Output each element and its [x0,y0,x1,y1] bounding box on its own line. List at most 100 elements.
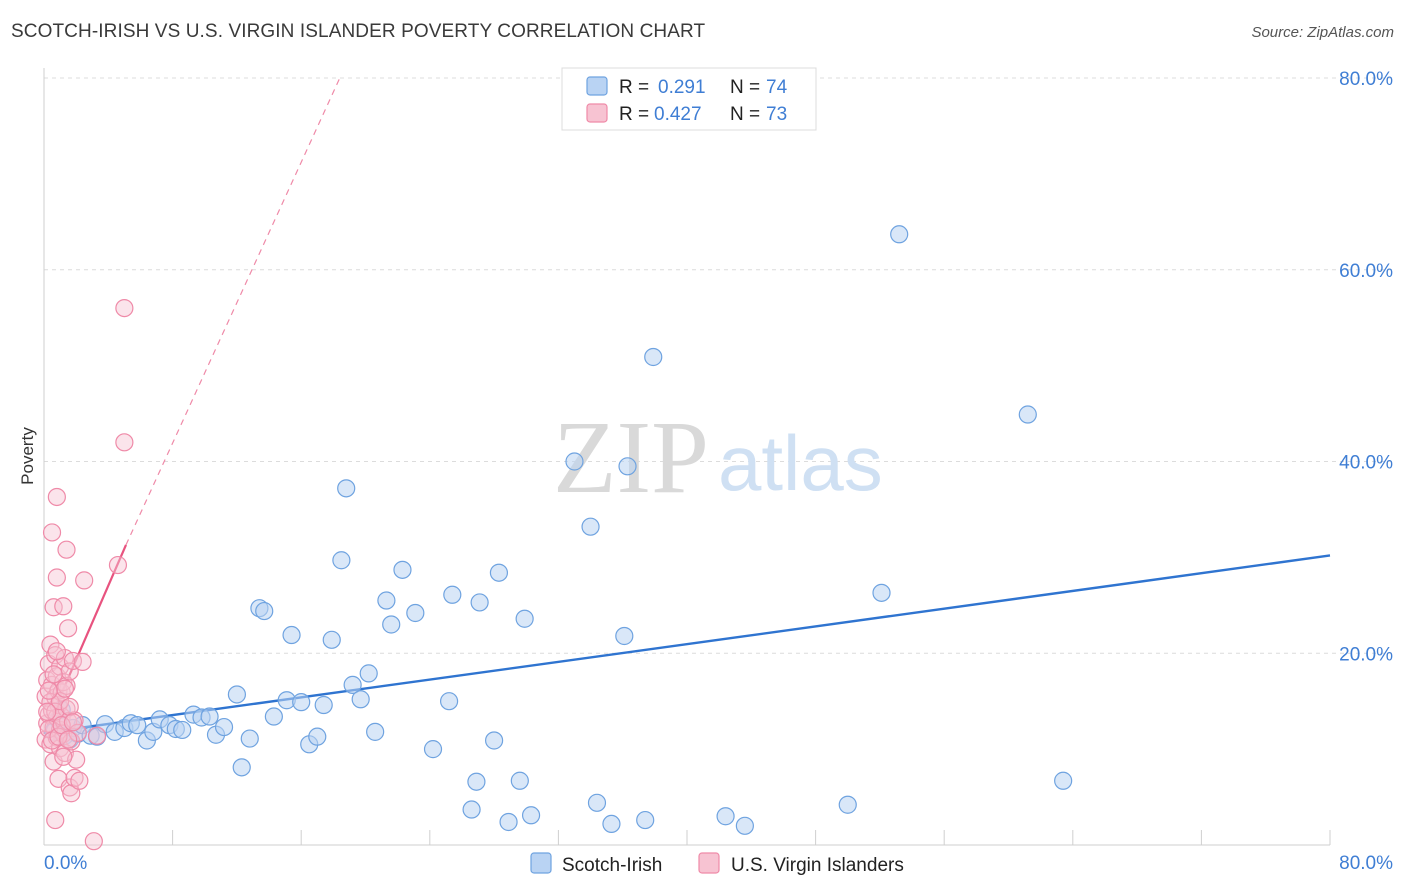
legend-n-value-pink: 73 [766,104,787,125]
y-tick-label: 20.0% [1339,644,1393,665]
scatter-point-scotch-irish [337,479,356,498]
y-tick-label: 40.0% [1339,453,1393,474]
scatter-point-scotch-irish [308,727,327,746]
scatter-point-scotch-irish [581,517,600,536]
bottom-legend-swatch-blue [530,852,552,874]
scatter-point-virgin-islanders [57,540,76,559]
scatter-point-virgin-islanders [68,723,87,742]
scatter-point-scotch-irish [615,626,634,646]
scatter-point-scotch-irish [227,685,246,704]
bottom-legend-label-virgin-islanders: U.S. Virgin Islanders [731,855,904,876]
scatter-point-scotch-irish [423,740,443,759]
scatter-point-virgin-islanders [115,299,134,318]
legend-n-value-blue: 74 [766,77,788,98]
legend-r-value-blue: 0.291 [658,77,706,98]
scatter-point-virgin-islanders [47,487,66,507]
scatter-point-virgin-islanders [70,771,89,790]
scatter-point-scotch-irish [439,692,459,711]
scatter-point-scotch-irish [470,593,489,612]
scatter-point-scotch-irish [332,551,351,570]
series-scotch-irish [44,225,1073,835]
scatter-point-virgin-islanders [39,681,58,700]
scatter-point-scotch-irish [1018,405,1037,424]
scatter-point-scotch-irish [314,695,333,715]
bottom-legend-swatch-pink [698,852,720,874]
scatter-point-scotch-irish [240,729,259,748]
y-tick-labels: 20.0% 40.0% 60.0% 80.0% [1339,69,1393,665]
scatter-point-scotch-irish [462,800,481,819]
scatter-point-scotch-irish [872,583,891,602]
scatter-point-scotch-irish [282,625,301,645]
scatter-point-virgin-islanders [44,598,63,617]
scatter-point-scotch-irish [128,716,147,735]
scatter-point-scotch-irish [499,812,518,832]
scatter-point-scotch-irish [644,347,663,367]
scatter-point-scotch-irish [716,807,735,826]
scatter-point-scotch-irish [382,615,401,634]
scatter-point-scotch-irish [521,806,541,825]
x-tick-label-min: 0.0% [44,853,87,874]
scatter-point-virgin-islanders [57,676,76,695]
scatter-point-scotch-irish [351,690,370,709]
legend-n-label-blue: N = [730,77,760,98]
legend-r-label-pink: R = [619,104,649,125]
scatter-point-scotch-irish [359,664,378,683]
y-tick-label: 80.0% [1339,69,1393,90]
watermark-atlas: atlas [718,419,883,507]
y-tick-label: 60.0% [1339,261,1393,282]
scatter-point-scotch-irish [838,795,857,814]
watermark: ZIP atlas [553,400,883,515]
legend-n-label-pink: N = [730,104,760,125]
scatter-point-virgin-islanders [55,679,74,698]
chart-source: Source: ZipAtlas.com [1251,24,1394,41]
scatter-point-virgin-islanders [54,747,73,766]
scatter-point-virgin-islanders [44,665,63,684]
trend-line-virgin-islanders-extension [125,77,341,546]
x-ticks [172,830,1331,845]
scatter-point-scotch-irish [393,560,412,579]
scatter-point-scotch-irish [515,609,534,628]
scatter-point-scotch-irish [322,630,341,649]
stats-legend: R = 0.291 N = 74 R = 0.427 N = 73 [561,67,817,131]
scatter-point-scotch-irish [485,731,504,750]
gridlines [44,77,1393,654]
scatter-point-virgin-islanders [59,730,78,749]
scatter-point-virgin-islanders [54,597,73,616]
scatter-point-virgin-islanders [38,702,57,721]
trend-line-scotch-irish [43,554,1331,735]
scatter-point-virgin-islanders [42,523,62,542]
scatter-point-scotch-irish [443,585,462,604]
scatter-point-virgin-islanders [47,642,66,661]
scatter-point-scotch-irish [489,563,509,582]
scatter-point-virgin-islanders [108,555,128,575]
legend-r-value-pink: 0.427 [654,104,702,125]
scatter-point-virgin-islanders [73,652,92,671]
scatter-point-virgin-islanders [65,768,84,787]
scatter-point-scotch-irish [406,603,425,623]
scatter-point-scotch-irish [565,452,584,471]
chart-title: SCOTCH-IRISH VS U.S. VIRGIN ISLANDER POV… [11,21,706,42]
scatter-point-scotch-irish [292,693,311,712]
scatter-point-virgin-islanders [115,433,134,452]
scatter-point-virgin-islanders [63,651,83,671]
legend-r-label-blue: R = [619,77,649,98]
scatter-point-virgin-islanders [41,635,60,654]
scatter-point-scotch-irish [343,675,362,694]
scatter-point-scotch-irish [173,720,192,740]
scatter-point-virgin-islanders [75,571,94,590]
scatter-point-scotch-irish [510,771,529,790]
scatter-point-scotch-irish [618,457,637,476]
y-axis-label: Poverty [18,427,37,485]
scatter-point-virgin-islanders [84,832,103,851]
scatter-point-scotch-irish [214,717,234,737]
scatter-point-scotch-irish [366,722,385,741]
legend-swatch-pink [586,103,608,123]
scatter-point-scotch-irish [264,707,283,726]
scatter-point-scotch-irish [255,601,274,621]
scatter-point-scotch-irish [636,810,655,830]
scatter-point-virgin-islanders [87,726,107,745]
scatter-point-scotch-irish [587,793,607,812]
scatter-point-scotch-irish [232,758,251,777]
scatter-point-scotch-irish [735,816,754,835]
